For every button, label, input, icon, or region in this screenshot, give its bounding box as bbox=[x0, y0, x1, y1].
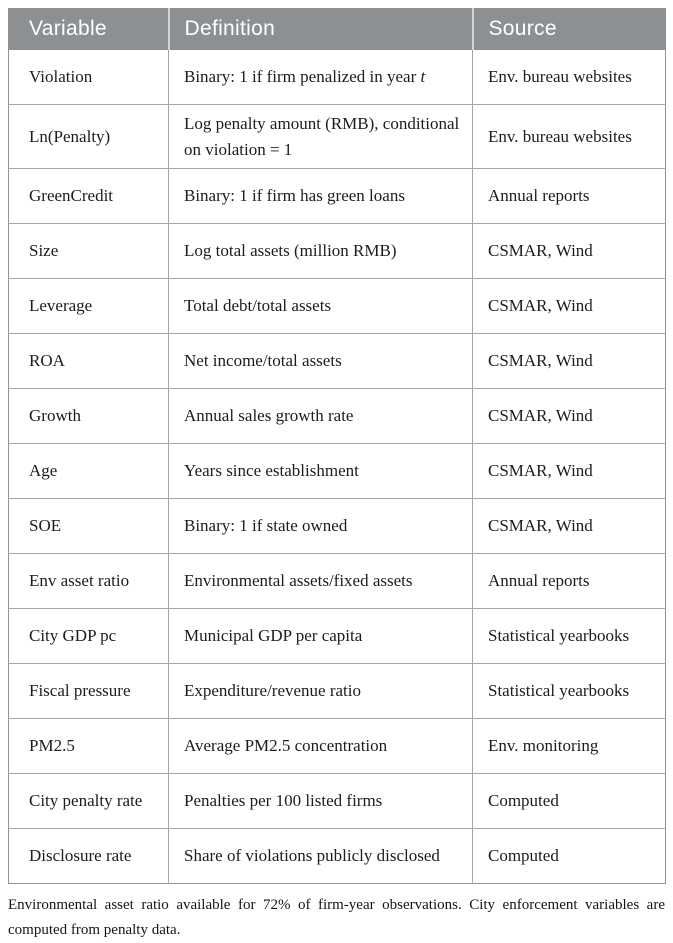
cell-variable: Size bbox=[8, 223, 169, 279]
cell-variable: GreenCredit bbox=[8, 168, 169, 224]
cell-source: CSMAR, Wind bbox=[472, 278, 666, 334]
table-row: Ln(Penalty) Log penalty amount (RMB), con… bbox=[8, 104, 666, 169]
cell-definition: Total debt/total assets bbox=[168, 278, 473, 334]
cell-source: Env. monitoring bbox=[472, 718, 666, 774]
table-row: Growth Annual sales growth rate CSMAR, Win… bbox=[8, 388, 666, 444]
table-row: Violation Binary: 1 if firm penalized in … bbox=[9, 50, 666, 105]
cell-definition: Years since establishment bbox=[168, 443, 473, 499]
table-body: Violation Binary: 1 if firm penalized in … bbox=[8, 50, 666, 884]
table-row: Age Years since establishment CSMAR, Wind bbox=[8, 443, 666, 499]
table-row: Size Log total assets (million RMB) CSMAR,… bbox=[8, 223, 666, 279]
cell-variable: Disclosure rate bbox=[8, 828, 169, 884]
cell-source: Computed bbox=[472, 828, 666, 884]
cell-source: Annual reports bbox=[472, 553, 666, 609]
table-row: GreenCredit Binary: 1 if firm has green l… bbox=[8, 168, 666, 224]
cell-variable: Growth bbox=[8, 388, 169, 444]
table-row: PM2.5 Average PM2.5 concentration Env. mon… bbox=[8, 718, 666, 774]
table-row: Fiscal pressure Expenditure/revenue ratio… bbox=[8, 663, 666, 719]
table-row: Env asset ratio Environmental assets/fixe… bbox=[8, 553, 666, 609]
cell-variable: Age bbox=[8, 443, 169, 499]
table-row: SOE Binary: 1 if state owned CSMAR, Wind bbox=[8, 498, 666, 554]
cell-variable: City penalty rate bbox=[8, 773, 169, 829]
table-header: Variable Definition Source bbox=[8, 8, 666, 50]
column-header-source: Source bbox=[471, 8, 666, 50]
cell-definition: Share of violations publicly disclosed bbox=[168, 828, 473, 884]
cell-source: CSMAR, Wind bbox=[472, 443, 666, 499]
column-header-variable: Variable bbox=[8, 8, 169, 50]
cell-source: CSMAR, Wind bbox=[472, 333, 666, 389]
table-row: City penalty rate Penalties per 100 liste… bbox=[8, 773, 666, 829]
cell-source: Annual reports bbox=[472, 168, 666, 224]
cell-definition: Log penalty amount (RMB), conditional on… bbox=[168, 104, 473, 169]
cell-definition: Penalties per 100 listed firms bbox=[168, 773, 473, 829]
cell-source: CSMAR, Wind bbox=[472, 223, 666, 279]
header-row: Variable Definition Source bbox=[8, 8, 666, 50]
cell-definition: Binary: 1 if firm has green loans bbox=[168, 168, 473, 224]
cell-variable: Fiscal pressure bbox=[8, 663, 169, 719]
cell-variable: Env asset ratio bbox=[8, 553, 169, 609]
cell-variable: Violation bbox=[29, 67, 93, 87]
table-row: ROA Net income/total assets CSMAR, Wind bbox=[8, 333, 666, 389]
cell-source: Computed bbox=[472, 773, 666, 829]
cell-source: CSMAR, Wind bbox=[472, 388, 666, 444]
cell-definition: Expenditure/revenue ratio bbox=[168, 663, 473, 719]
cell-definition: Average PM2.5 concentration bbox=[168, 718, 473, 774]
column-header-definition: Definition bbox=[167, 8, 473, 50]
cell-variable: Ln(Penalty) bbox=[8, 104, 169, 169]
cell-variable: PM2.5 bbox=[8, 718, 169, 774]
table-footnote: Environmental asset ratio available for … bbox=[8, 897, 665, 938]
cell-source: Env. bureau websites bbox=[472, 104, 666, 169]
table-row: Disclosure rate Share of violations publi… bbox=[8, 828, 666, 884]
cell-variable: ROA bbox=[8, 333, 169, 389]
cell-source: Env. bureau websites bbox=[472, 50, 666, 105]
table-row: Leverage Total debt/total assets CSMAR, Wi… bbox=[8, 278, 666, 334]
cell-definition: Annual sales growth rate bbox=[168, 388, 473, 444]
page: Variable Definition Source Violation Bina… bbox=[8, 8, 666, 938]
cell-variable: City GDP pc bbox=[8, 608, 169, 664]
cell-source: CSMAR, Wind bbox=[472, 498, 666, 554]
variable-definition-table: Variable Definition Source Violation Bina… bbox=[8, 8, 666, 884]
cell-definition: Binary: 1 if state owned bbox=[168, 498, 473, 554]
cell-source: Statistical yearbooks bbox=[472, 608, 666, 664]
cell-definition: Binary: 1 if firm penalized in year t bbox=[168, 50, 473, 105]
cell-variable: SOE bbox=[8, 498, 169, 554]
cell-variable: Leverage bbox=[8, 278, 169, 334]
table-row: City GDP pc Municipal GDP per capita Stati… bbox=[8, 608, 666, 664]
cell-source: Statistical yearbooks bbox=[472, 663, 666, 719]
cell-definition: Municipal GDP per capita bbox=[168, 608, 473, 664]
cell-definition: Log total assets (million RMB) bbox=[168, 223, 473, 279]
cell-definition: Environmental assets/fixed assets bbox=[168, 553, 473, 609]
cell-definition: Net income/total assets bbox=[168, 333, 473, 389]
